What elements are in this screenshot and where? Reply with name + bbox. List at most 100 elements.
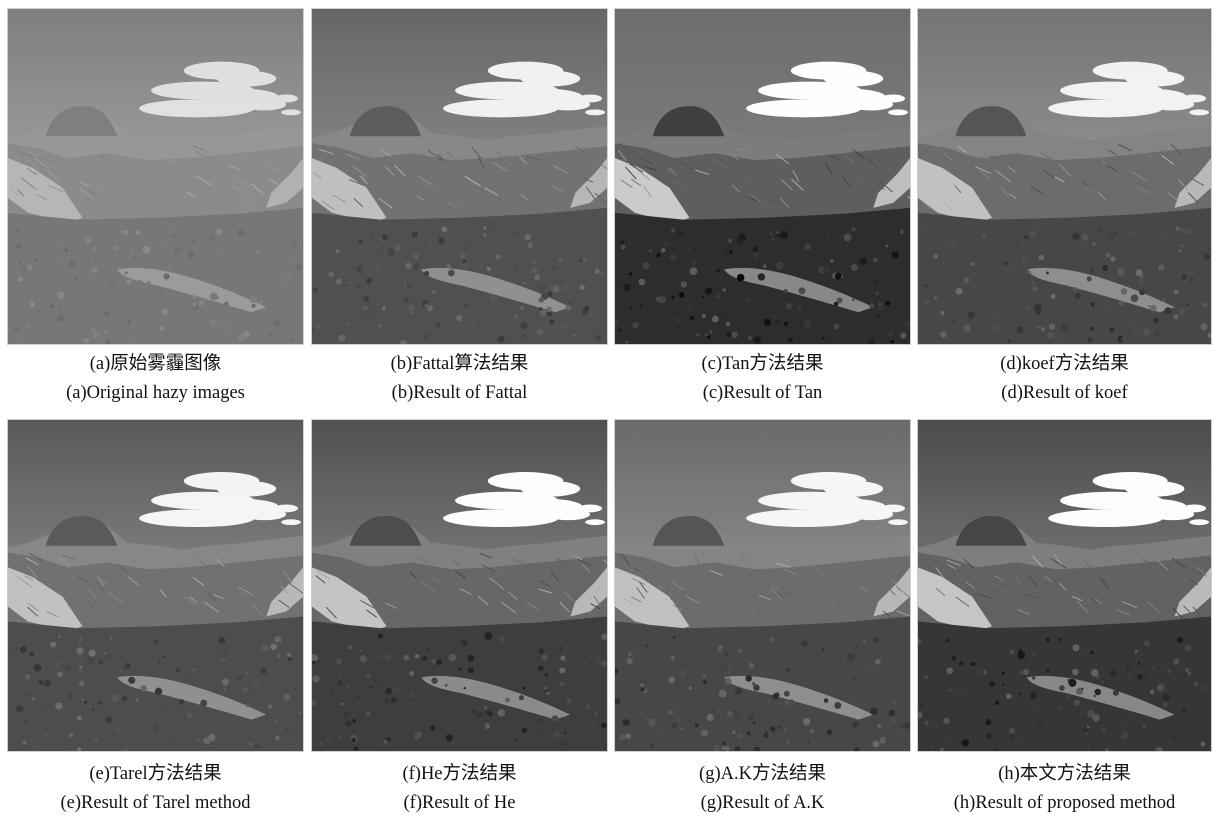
caption-b: (b)Fattal算法结果 (b)Result of Fattal	[311, 350, 608, 408]
haze-overlay	[918, 420, 1211, 751]
dome	[955, 106, 1027, 137]
trees	[14, 635, 302, 751]
clouds	[139, 61, 302, 118]
scene-photo	[917, 8, 1212, 345]
left-cliff	[8, 158, 83, 223]
haze-overlay	[312, 9, 607, 344]
caption-cn: (d)koef方法结果	[1000, 354, 1129, 374]
scene-photo	[614, 8, 911, 345]
dome	[652, 106, 725, 137]
dome	[955, 515, 1027, 546]
right-cliff	[266, 158, 303, 208]
rock-texture	[922, 143, 1204, 213]
rock-texture	[620, 553, 910, 620]
clouds	[746, 61, 909, 118]
trees	[615, 227, 910, 344]
caption-en: (c)Result of Tan	[702, 383, 823, 403]
caption-cn: (c)Tan方法结果	[701, 354, 824, 374]
caption-g: (g)A.K方法结果 (g)Result of A.K	[614, 760, 911, 818]
scene-photo	[614, 419, 911, 752]
caption-cn: (e)Tarel方法结果	[89, 764, 222, 784]
trees	[918, 226, 1211, 344]
left-cliff	[615, 158, 690, 223]
caption-c: (c)Tan方法结果 (c)Result of Tan	[614, 350, 911, 408]
haze-overlay	[615, 9, 910, 344]
mountains	[615, 143, 910, 223]
caption-f: (f)He方法结果 (f)Result of He	[311, 760, 608, 818]
mountains	[918, 552, 1211, 632]
rock-texture	[935, 553, 1208, 620]
meadow	[421, 267, 571, 313]
scene-photo	[311, 419, 608, 752]
panel-d	[917, 8, 1212, 345]
caption-e: (e)Tarel方法结果 (e)Result of Tarel method	[7, 760, 304, 818]
right-cliff	[570, 567, 607, 617]
meadow	[117, 267, 267, 313]
right-cliff	[1174, 158, 1211, 208]
dome	[349, 106, 422, 137]
caption-en: (f)Result of He	[403, 793, 516, 813]
rock-texture	[9, 145, 303, 208]
mountains	[8, 143, 303, 223]
panel-c	[614, 8, 911, 345]
clouds	[443, 61, 606, 118]
caption-h: (h)本文方法结果 (h)Result of proposed method	[917, 760, 1212, 818]
dome	[652, 515, 725, 546]
caption-d: (d)koef方法结果 (d)Result of koef	[917, 350, 1212, 408]
trees	[918, 636, 1211, 751]
scene-photo	[311, 8, 608, 345]
dome	[45, 515, 118, 546]
right-cliff	[1174, 567, 1211, 617]
scene-photo	[7, 419, 304, 752]
clouds	[139, 472, 302, 528]
mountains	[615, 552, 910, 632]
meadow	[117, 675, 267, 720]
caption-en: (d)Result of koef	[1001, 383, 1128, 403]
clouds	[1048, 61, 1210, 118]
trees	[8, 226, 302, 344]
panel-b	[311, 8, 608, 345]
clouds	[746, 472, 909, 528]
scene-photo	[917, 419, 1212, 752]
trees	[312, 632, 607, 751]
haze-overlay	[615, 420, 910, 751]
panel-a	[7, 8, 304, 345]
caption-en: (a)Original hazy images	[66, 383, 245, 403]
left-cliff	[918, 567, 992, 632]
rock-texture	[617, 142, 910, 209]
rock-texture	[16, 552, 303, 618]
panel-e	[7, 419, 304, 752]
caption-a: (a)原始雾霾图像 (a)Original hazy images	[7, 350, 304, 408]
caption-cn: (a)原始雾霾图像	[89, 354, 222, 374]
haze-overlay	[312, 420, 607, 751]
caption-cn: (f)He方法结果	[402, 764, 517, 784]
rock-texture	[315, 552, 607, 619]
left-cliff	[918, 158, 992, 223]
trees	[312, 226, 604, 344]
caption-cn: (b)Fattal算法结果	[390, 354, 529, 374]
left-cliff	[312, 567, 387, 632]
caption-cn: (h)本文方法结果	[998, 764, 1131, 784]
caption-en: (e)Result of Tarel method	[60, 793, 251, 813]
meadow	[421, 675, 571, 720]
caption-en: (g)Result of A.K	[700, 793, 825, 813]
dome	[45, 106, 118, 137]
meadow	[1026, 267, 1175, 313]
caption-cn: (g)A.K方法结果	[699, 764, 826, 784]
trees	[615, 635, 910, 751]
left-cliff	[615, 567, 690, 632]
meadow	[724, 675, 874, 720]
panel-h	[917, 419, 1212, 752]
haze-overlay	[8, 420, 303, 751]
haze-overlay	[918, 9, 1211, 344]
panel-g	[614, 419, 911, 752]
scene-photo	[7, 8, 304, 345]
rock-texture	[312, 146, 607, 211]
mountains	[918, 143, 1211, 223]
mountains	[8, 552, 303, 632]
haze-overlay	[8, 9, 303, 344]
right-cliff	[266, 567, 303, 617]
mountains	[312, 552, 607, 632]
clouds	[443, 472, 606, 528]
